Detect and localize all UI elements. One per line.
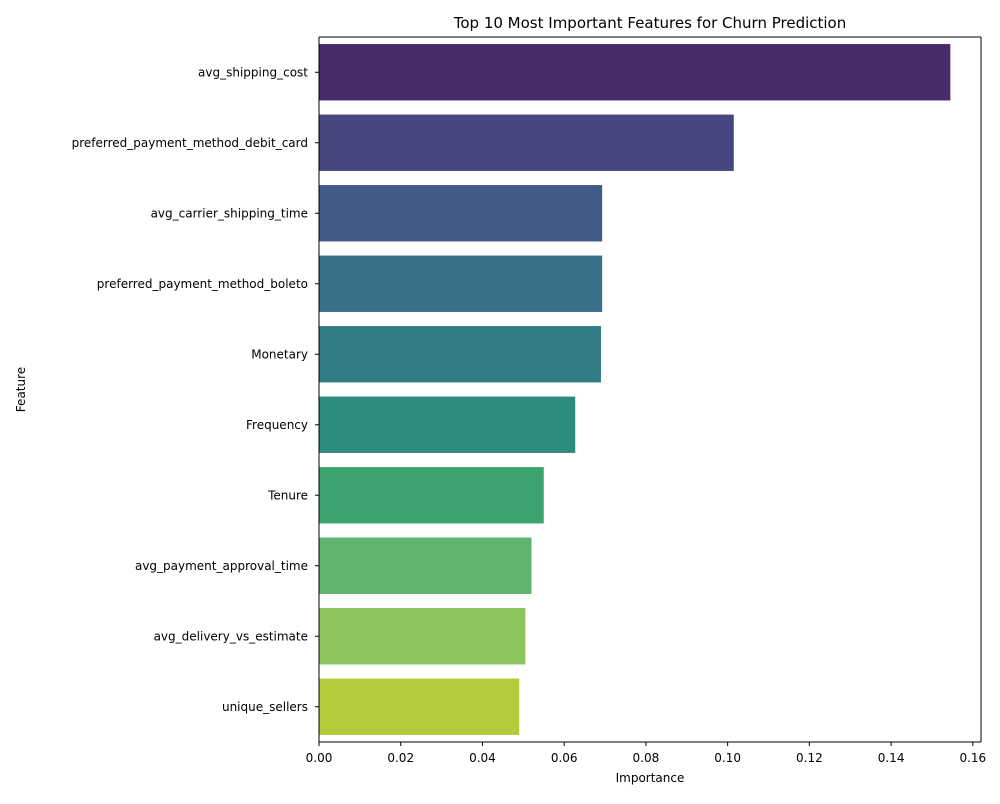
x-tick-label: 0.06 [551, 751, 578, 765]
y-tick-label: Tenure [267, 488, 308, 502]
y-tick-label: avg_payment_approval_time [135, 559, 308, 573]
x-tick-label: 0.12 [796, 751, 823, 765]
y-axis: avg_shipping_cost preferred_payment_metho… [72, 65, 319, 714]
plot-frame [318, 36, 982, 743]
y-tick-label: preferred_payment_method_debit_card [72, 136, 308, 150]
x-tick-label: 0.04 [469, 751, 496, 765]
bar-preferred-payment-method-boleto [319, 255, 603, 312]
x-tick-label: 0.16 [959, 751, 986, 765]
x-axis: 0.00 0.02 0.04 0.06 0.08 0.10 0.12 0.14 0.16 [306, 742, 986, 765]
y-tick-label: Monetary [251, 347, 308, 361]
y-tick-label: unique_sellers [222, 700, 308, 714]
x-axis-title: Importance [616, 771, 685, 785]
y-tick-label: Frequency [246, 418, 308, 432]
bar-monetary [319, 326, 601, 383]
bar-avg-carrier-shipping-time [319, 185, 603, 242]
x-tick-label: 0.14 [878, 751, 905, 765]
bar-unique-sellers [319, 678, 520, 735]
chart-title: Top 10 Most Important Features for Churn… [453, 14, 847, 32]
y-tick-label: preferred_payment_method_boleto [97, 277, 308, 291]
x-tick-label: 0.08 [633, 751, 660, 765]
y-tick-label: avg_shipping_cost [198, 65, 308, 79]
y-axis-title: Feature [14, 367, 28, 412]
y-tick-label: avg_carrier_shipping_time [151, 206, 308, 220]
bar-preferred-payment-method-debit-card [319, 114, 734, 171]
x-tick-label: 0.02 [387, 751, 414, 765]
x-tick-label: 0.10 [714, 751, 741, 765]
y-tick-label: avg_delivery_vs_estimate [154, 629, 308, 643]
bar-avg-shipping-cost [319, 44, 951, 101]
bar-avg-delivery-vs-estimate [319, 608, 526, 665]
x-tick-label: 0.00 [306, 751, 333, 765]
bar-frequency [319, 396, 576, 453]
bars-layer [319, 44, 951, 735]
bar-tenure [319, 467, 544, 524]
bar-avg-payment-approval-time [319, 537, 532, 594]
